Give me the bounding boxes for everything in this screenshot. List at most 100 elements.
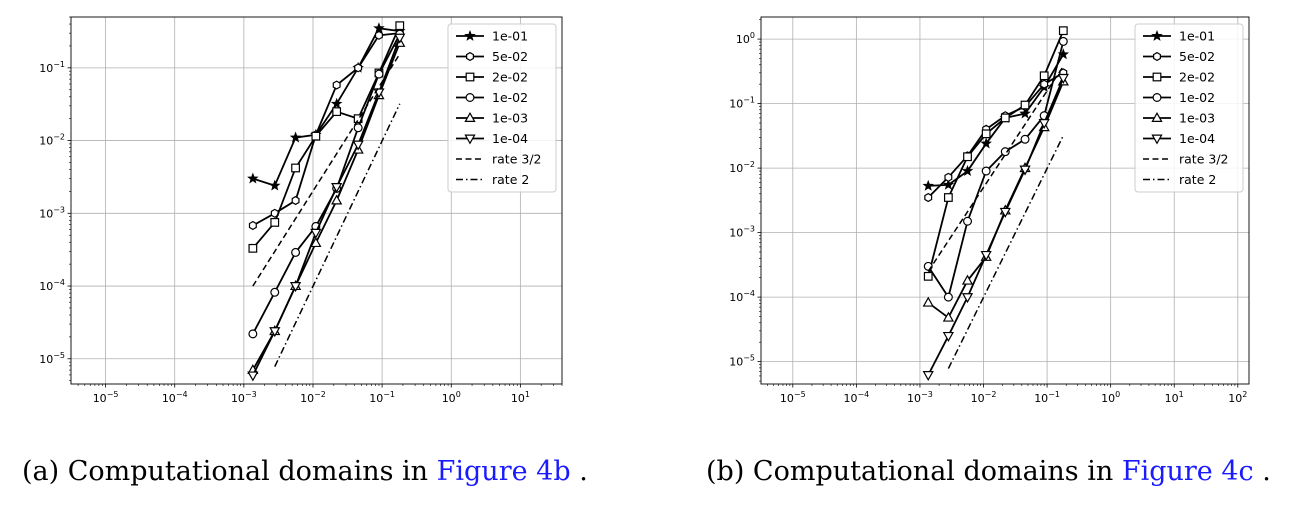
series-line: [252, 33, 401, 335]
series-1e-04: [247, 33, 406, 382]
legend-marker: [466, 51, 474, 62]
data-point: [1057, 73, 1069, 84]
x-tick-label: 10−1: [369, 390, 395, 405]
y-tick-label: 10−1: [39, 60, 65, 75]
data-point: [942, 331, 954, 342]
data-point: [963, 152, 972, 162]
series-rate-3-2: [927, 65, 1064, 272]
data-point: [289, 131, 302, 143]
chart-b: 10−5 10−4 10−3 10−2 10−1 100 101 102 10−5 10−4 10−…: [729, 16, 1250, 405]
legend-label: 1e-04: [1179, 131, 1215, 146]
data-point: [374, 69, 384, 79]
data-point: [961, 274, 974, 285]
legend-marker: [1151, 134, 1163, 145]
caption-a-end: .: [579, 456, 588, 487]
data-point: [1058, 36, 1068, 46]
x-tick-label: 10−3: [231, 390, 257, 405]
x-tick-label: 10−5: [780, 390, 806, 405]
caption-b-end: .: [1262, 456, 1271, 487]
data-point: [1019, 107, 1031, 119]
legend-marker: [465, 72, 475, 82]
data-point: [923, 271, 933, 281]
data-point: [924, 192, 933, 203]
series-line: [927, 30, 1065, 277]
data-point: [354, 63, 363, 73]
legend-marker: [1152, 72, 1162, 82]
data-point: [353, 123, 363, 133]
x-tick-label: 10−2: [300, 390, 326, 405]
series-rate-3-2: [252, 53, 401, 287]
chart-a-axes-frame: [70, 16, 563, 385]
data-point: [310, 237, 322, 248]
y-tick-label: 10−4: [729, 289, 755, 304]
data-point: [269, 327, 281, 338]
chart-a: 10−5 10−4 10−3 10−2 10−1 100 101 10−5 10−4 10−3 10…: [39, 16, 563, 405]
x-tick-label: 100: [1101, 390, 1120, 405]
data-point: [1039, 71, 1049, 81]
data-point: [981, 166, 991, 176]
legend-label: rate 3/2: [1179, 152, 1228, 167]
data-point: [352, 140, 364, 151]
chart-b-axes-frame: [760, 16, 1250, 385]
caption-b-label: (b) Computational domains in: [706, 456, 1113, 487]
data-point: [374, 30, 383, 40]
legend-label: 1e-04: [492, 131, 528, 146]
data-point: [289, 282, 302, 293]
data-point: [1000, 147, 1010, 157]
data-point: [922, 296, 934, 307]
data-point: [1058, 26, 1068, 36]
data-point: [311, 131, 321, 141]
data-point: [943, 193, 953, 202]
data-point: [963, 216, 973, 226]
caption-b-figure-link[interactable]: Figure 4c: [1122, 456, 1254, 487]
data-point: [999, 207, 1011, 218]
series-line: [252, 27, 400, 187]
series-5e-02: [248, 28, 404, 231]
chart-a-legend: 1e-01 5e-02 2e-02 1e-02 1e-03 1e-04 rate 3/2 ra…: [447, 23, 557, 193]
y-tick-label: 10−1: [729, 96, 755, 111]
legend-box: [447, 23, 557, 193]
data-point: [330, 97, 343, 109]
data-point: [247, 371, 259, 382]
data-point: [332, 107, 342, 117]
data-point: [291, 163, 300, 173]
y-tick-label: 10−3: [729, 225, 755, 240]
caption-a-figure-link[interactable]: Figure 4b: [437, 456, 571, 487]
series-2e-02: [923, 26, 1068, 281]
data-point: [1020, 134, 1030, 144]
x-tick-label: 10−5: [93, 390, 119, 405]
x-tick-label: 100: [442, 390, 461, 405]
chart-b-grid: [761, 17, 1249, 384]
series-line: [274, 103, 401, 367]
data-point: [291, 195, 300, 206]
data-point: [1040, 79, 1049, 89]
data-point: [248, 243, 258, 253]
data-point: [395, 21, 405, 31]
legend-label: 2e-02: [492, 70, 528, 85]
data-point: [331, 194, 343, 205]
data-point: [270, 287, 280, 297]
series-line: [252, 53, 401, 287]
data-point: [291, 247, 301, 257]
legend-label: 1e-02: [492, 90, 528, 105]
data-point: [922, 371, 934, 382]
data-point: [1019, 165, 1031, 176]
x-tick-label: 101: [511, 390, 530, 405]
data-point: [943, 292, 953, 302]
data-point: [980, 250, 992, 262]
data-point: [1020, 100, 1030, 110]
series-line: [927, 65, 1064, 272]
series-1e-01: [247, 22, 406, 191]
data-point: [373, 22, 385, 34]
data-point: [1038, 119, 1050, 130]
caption-a-label: (a) Computational domains in: [22, 456, 428, 487]
x-tick-label: 102: [1228, 390, 1247, 405]
data-point: [961, 165, 974, 176]
legend-marker: [465, 92, 475, 102]
series-2e-02: [248, 21, 405, 253]
chart-b-legend: 1e-01 5e-02 2e-02 1e-02 1e-03 1e-04 rate 3/2 ra…: [1134, 23, 1244, 193]
legend-marker: [464, 134, 476, 145]
legend-label: 1e-01: [1179, 29, 1215, 44]
legend-label: 1e-03: [492, 111, 528, 126]
